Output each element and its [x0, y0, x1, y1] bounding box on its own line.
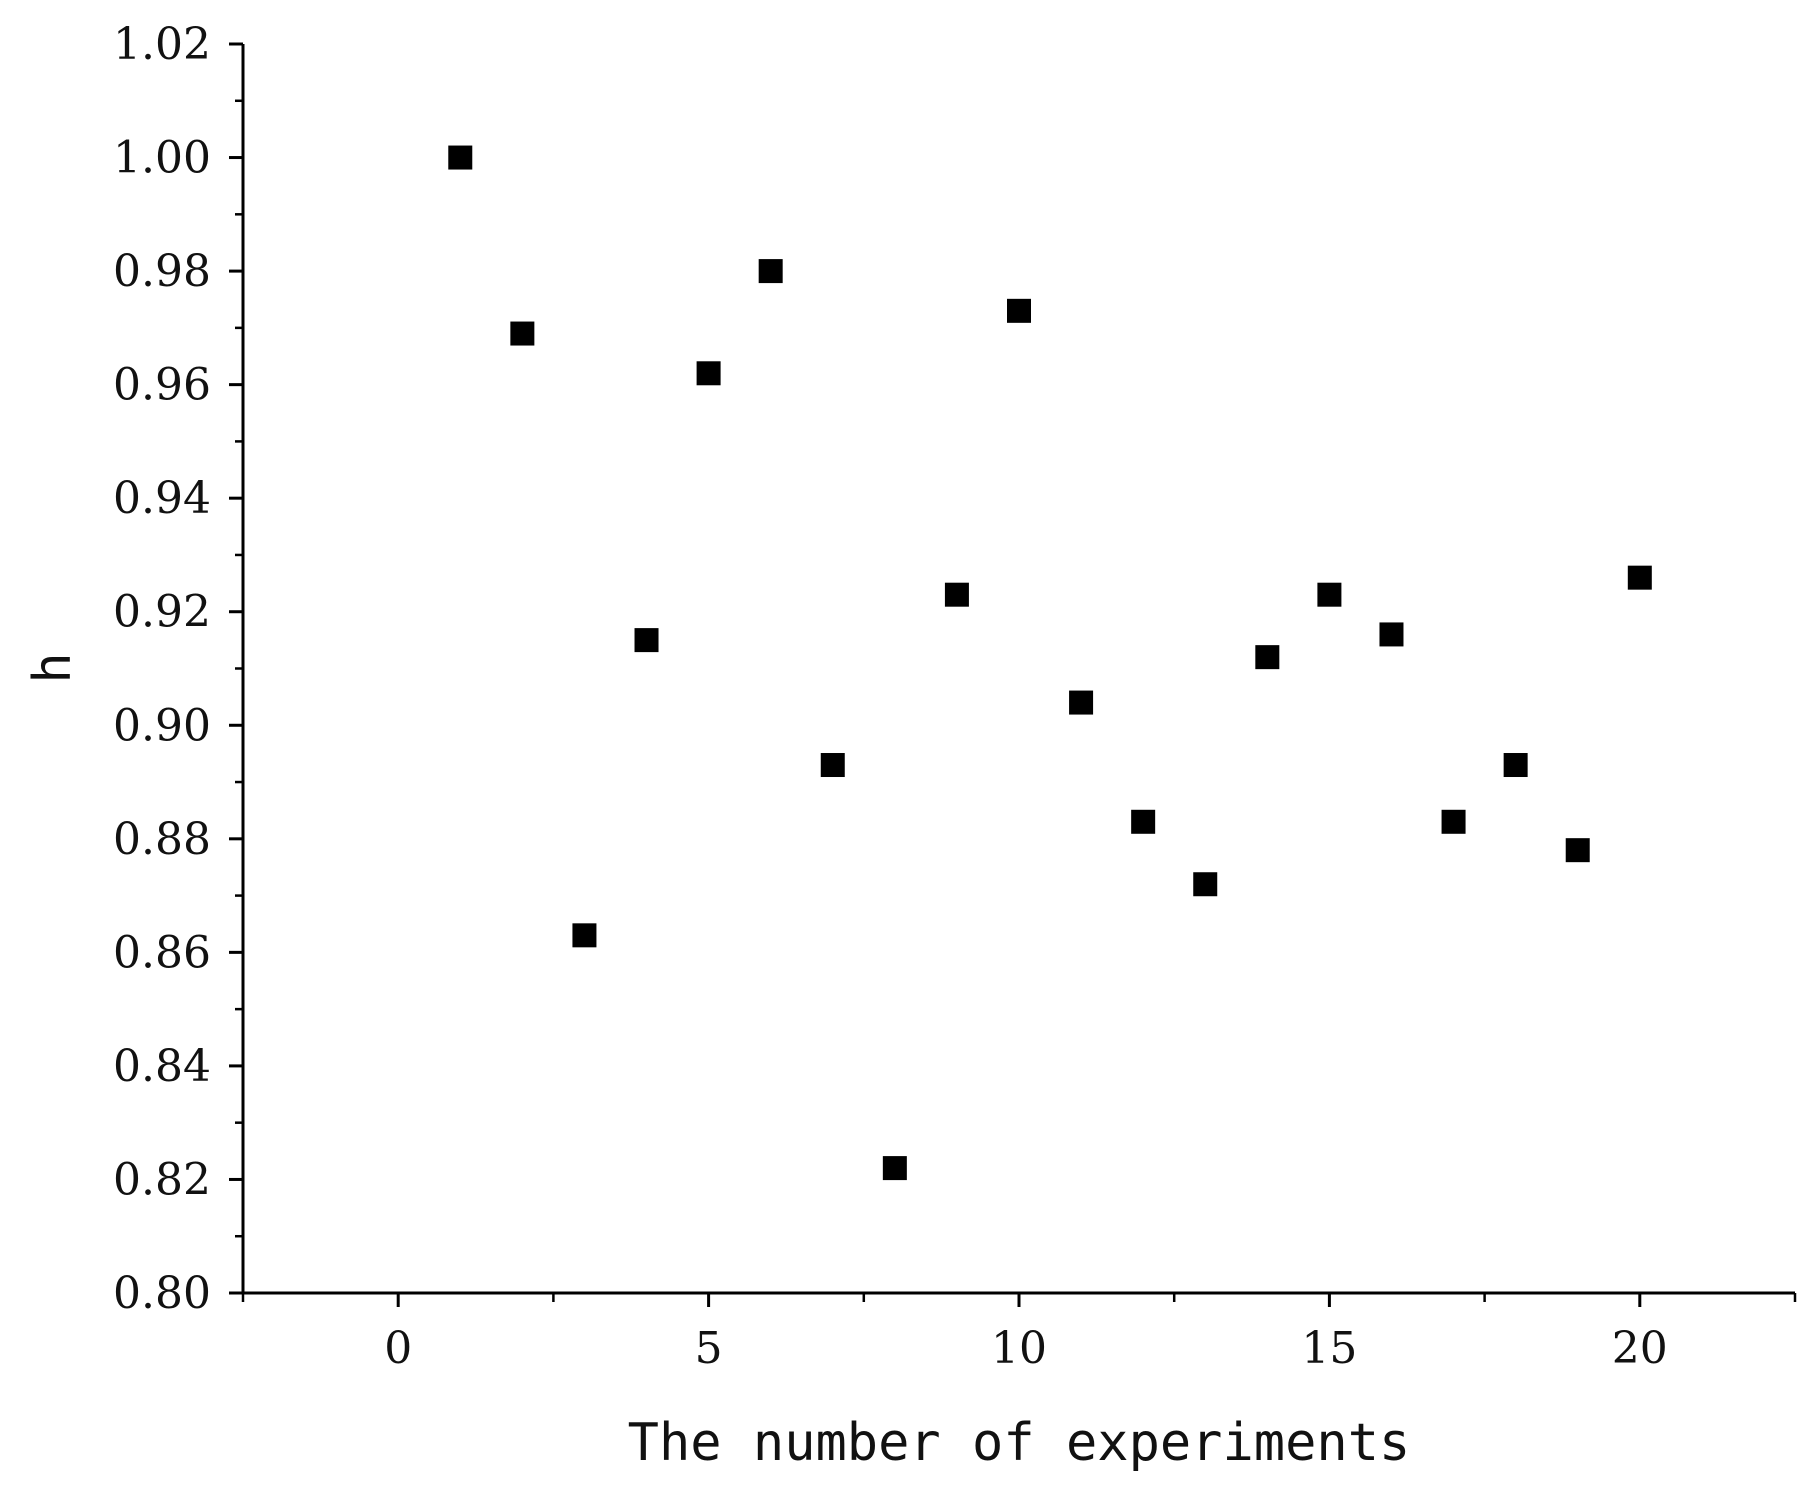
- y-tick-label: 0.96: [113, 360, 211, 411]
- y-tick-label: 0.80: [113, 1268, 211, 1319]
- data-point: [882, 1156, 907, 1181]
- x-tick-label: 0: [384, 1323, 412, 1374]
- axes: [241, 44, 1795, 1295]
- y-tick-label: 1.00: [113, 133, 211, 184]
- y-tick-label: 1.02: [113, 19, 211, 70]
- x-tick-label: 10: [991, 1323, 1047, 1374]
- data-point: [1565, 838, 1590, 863]
- data-point: [1255, 645, 1280, 670]
- data-point: [1503, 753, 1528, 778]
- data-point: [1317, 582, 1342, 607]
- y-tick-label: 0.88: [113, 814, 211, 865]
- data-point: [1131, 809, 1156, 834]
- data-point: [758, 259, 783, 284]
- y-axis-ticks: 0.80 0.82 0.84 0.86 0.88 0.90 0.92 0.94 0.96 0.98…: [113, 19, 243, 1319]
- y-tick-label: 0.98: [113, 246, 211, 297]
- data-points: [448, 145, 1652, 1181]
- data-point: [1627, 565, 1652, 590]
- y-tick-label: 0.84: [113, 1041, 211, 1092]
- y-tick-label: 0.86: [113, 927, 211, 978]
- data-point: [944, 582, 969, 607]
- data-point: [1069, 690, 1094, 715]
- data-point: [696, 361, 721, 386]
- data-point: [1007, 298, 1031, 323]
- data-point: [510, 321, 535, 346]
- data-point: [820, 753, 845, 778]
- data-point: [1193, 872, 1218, 897]
- x-tick-label: 15: [1301, 1323, 1357, 1374]
- x-axis-title: The number of experiments: [628, 1413, 1411, 1473]
- y-tick-label: 0.92: [113, 587, 211, 638]
- y-tick-label: 0.82: [113, 1154, 211, 1205]
- x-tick-label: 20: [1612, 1323, 1668, 1374]
- data-point: [1379, 622, 1404, 647]
- y-tick-label: 0.94: [113, 473, 211, 524]
- y-axis-title: h: [23, 652, 83, 683]
- x-axis-ticks: 0 5 10 15 20: [241, 1293, 1797, 1374]
- data-point: [1441, 809, 1466, 834]
- data-point: [572, 923, 597, 948]
- y-tick-label: 0.90: [113, 700, 211, 751]
- data-point: [634, 628, 659, 653]
- x-tick-label: 5: [695, 1323, 723, 1374]
- data-point: [448, 145, 473, 170]
